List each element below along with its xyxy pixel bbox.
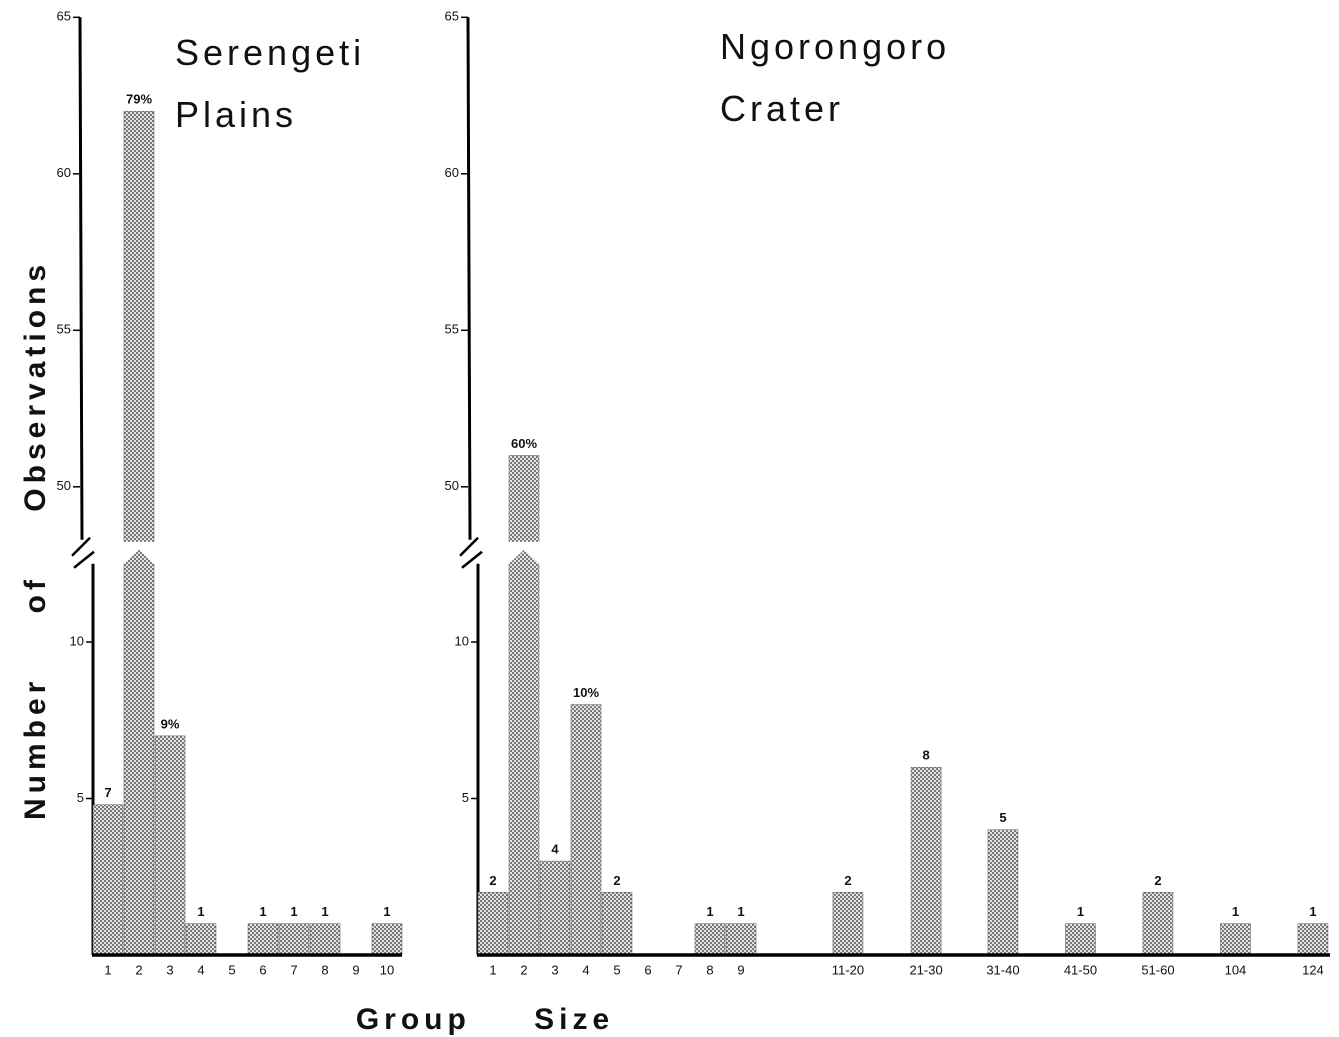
bar (309, 923, 341, 956)
bar (1065, 923, 1096, 956)
x-axis-label: Group Size (356, 1003, 614, 1036)
bar (694, 923, 726, 956)
bar-annotation: 10% (573, 685, 599, 700)
bar (92, 804, 124, 956)
x-tick-label: 2 (520, 962, 527, 977)
y-axis (78, 17, 84, 540)
y-tick-label: 5 (77, 790, 84, 805)
y-tick-label: 60 (445, 165, 459, 180)
bar (601, 892, 633, 956)
bar-break (507, 541, 541, 566)
x-tick-label: 8 (321, 962, 328, 977)
x-tick-label: 6 (644, 962, 651, 977)
bar-annotation: 1 (290, 904, 297, 919)
bar-annotation: 1 (383, 904, 390, 919)
x-tick-label: 5 (613, 962, 620, 977)
bar-annotation: 1 (1232, 904, 1239, 919)
bar (1297, 923, 1329, 956)
y-tick-label: 50 (57, 478, 71, 493)
y-tick-label: 65 (445, 9, 459, 24)
bar-break (122, 541, 156, 566)
x-tick-label: 8 (706, 962, 713, 977)
x-tick-label: 104 (1225, 962, 1247, 977)
bar (832, 892, 864, 956)
x-tick-label: 3 (166, 962, 173, 977)
axis-break (461, 550, 483, 569)
bar-annotation: 2 (613, 873, 620, 888)
y-tick-label: 10 (70, 633, 84, 648)
bar (1220, 923, 1251, 956)
x-tick-label: 11-20 (832, 962, 864, 977)
x-tick-label: 4 (197, 962, 204, 977)
axis-break (71, 536, 91, 557)
bar-annotation: 8 (922, 748, 929, 763)
bar (371, 923, 403, 956)
bar (1142, 892, 1174, 956)
y-tick-label: 5 (462, 790, 469, 805)
x-tick-label: 3 (551, 962, 558, 977)
x-tick-label: 21-30 (909, 962, 942, 977)
y-tick-label: 10 (455, 633, 469, 648)
bar (185, 923, 217, 956)
bar (278, 923, 310, 956)
bar-annotation: 1 (197, 904, 204, 919)
chart-title: Ngorongoro Crater (720, 26, 951, 129)
x-tick-label: 51-60 (1141, 962, 1174, 977)
x-tick-label: 10 (380, 962, 394, 977)
bar-annotation: 2 (844, 873, 851, 888)
x-tick-label: 4 (582, 962, 589, 977)
x-tick-label: 7 (290, 962, 297, 977)
axis-break (73, 550, 95, 569)
x-tick-label: 9 (737, 962, 744, 977)
y-tick-label: 65 (57, 9, 71, 24)
bar-annotation: 1 (737, 904, 744, 919)
x-tick-label: 124 (1302, 962, 1324, 977)
x-tick-label: 1 (489, 962, 496, 977)
y-tick-label: 60 (57, 165, 71, 180)
bar-annotation: 9% (161, 716, 180, 731)
bar-annotation: 1 (321, 904, 328, 919)
bar (123, 110, 155, 956)
x-tick-label: 5 (228, 962, 235, 977)
x-tick-label: 41-50 (1064, 962, 1097, 977)
bar (725, 923, 757, 956)
bar-annotation: 1 (259, 904, 266, 919)
x-tick-label: 9 (352, 962, 359, 977)
bar (910, 766, 942, 956)
y-tick-label: 50 (445, 478, 459, 493)
bar (477, 892, 509, 956)
bar (154, 735, 186, 956)
bar (570, 704, 602, 956)
x-tick-label: 1 (104, 962, 111, 977)
x-tick-label: 7 (675, 962, 682, 977)
bar-annotation: 1 (1309, 904, 1316, 919)
axis-break (459, 536, 479, 557)
bar-annotation: 2 (1154, 873, 1161, 888)
bar-annotation: 7 (104, 785, 111, 800)
x-tick-label: 2 (135, 962, 142, 977)
bar-annotation: 1 (1077, 904, 1084, 919)
bar (987, 829, 1019, 956)
bar (539, 860, 571, 956)
chart-title: Serengeti Plains (175, 32, 366, 135)
bar-annotation: 4 (551, 842, 559, 857)
x-tick-label: 6 (259, 962, 266, 977)
y-tick-label: 55 (57, 322, 71, 337)
bar-annotation: 2 (489, 873, 496, 888)
x-tick-label: 31-40 (986, 962, 1019, 977)
y-axis (466, 17, 472, 540)
bar-annotation: 79% (126, 92, 152, 107)
bar-annotation: 1 (706, 904, 713, 919)
bar-annotation: 5 (999, 810, 1006, 825)
bar (508, 455, 540, 956)
bar (247, 923, 279, 956)
y-tick-label: 55 (445, 322, 459, 337)
bar-annotation: 60% (511, 436, 537, 451)
y-axis-label: Number of Observations (19, 260, 52, 820)
